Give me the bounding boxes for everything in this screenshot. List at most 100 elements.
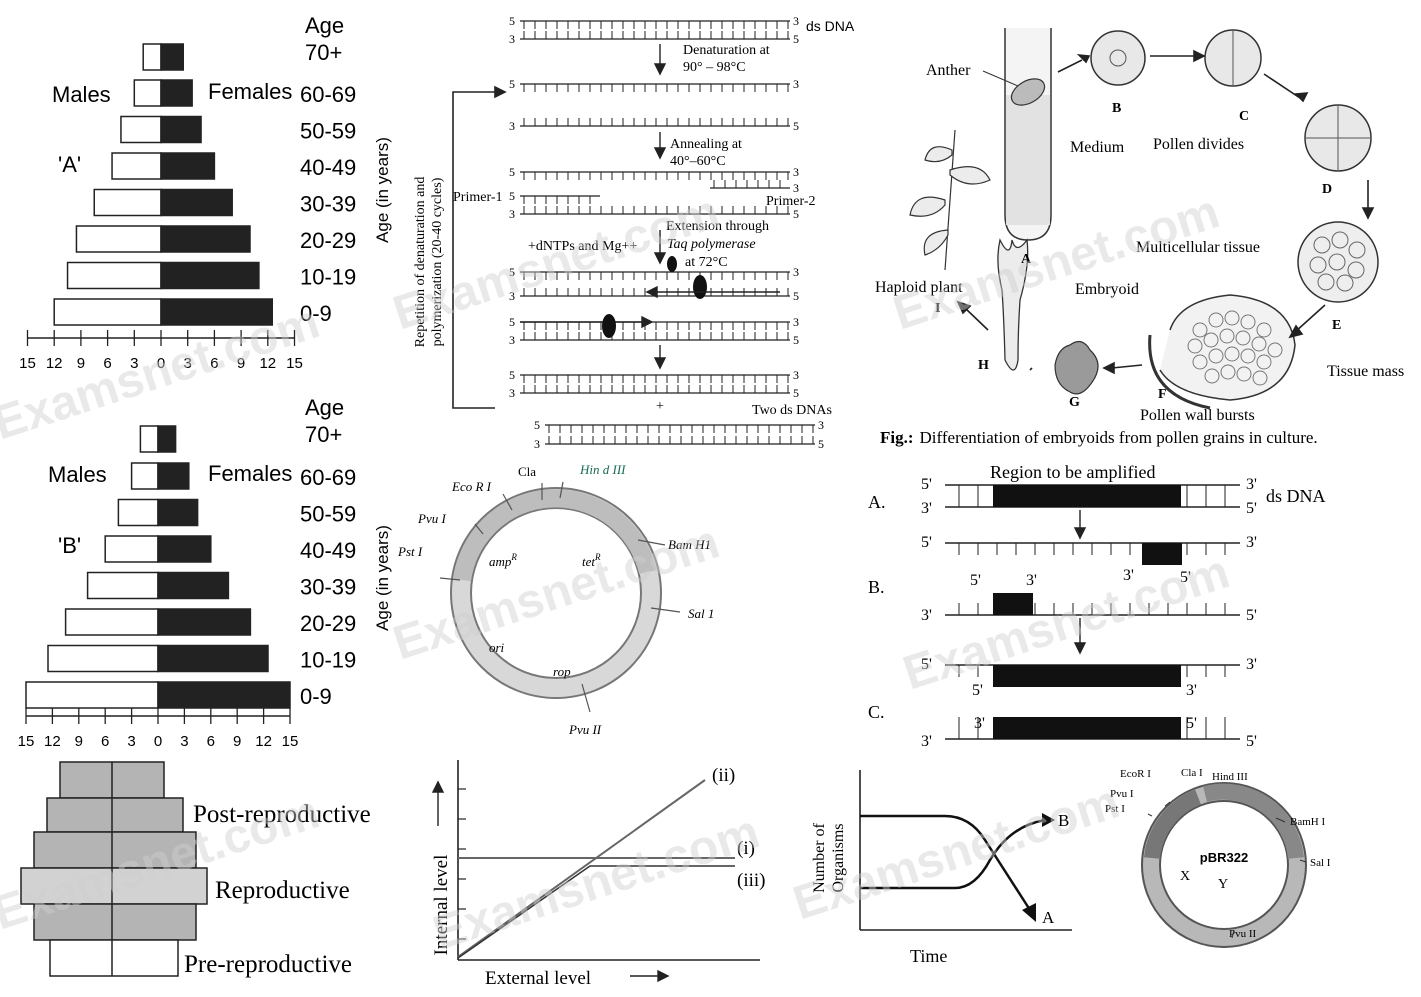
end-label: 3' bbox=[921, 607, 932, 624]
female-bar bbox=[160, 43, 184, 71]
nucleus bbox=[1109, 49, 1127, 67]
step-arrows bbox=[1073, 510, 1087, 655]
line-iii-label: (iii) bbox=[737, 870, 766, 891]
males-label: Males bbox=[48, 462, 107, 487]
embryoid-differentiation-figure: Anther Medium Pollen divides Multicellul… bbox=[875, 28, 1404, 447]
stage-bar bbox=[20, 867, 208, 905]
extension-arrows bbox=[520, 285, 780, 329]
males-label: Males bbox=[52, 82, 111, 107]
male-bar bbox=[104, 535, 159, 563]
watermark: Examsnet.com bbox=[427, 805, 766, 960]
tick-label: 9 bbox=[77, 355, 85, 372]
multicellular-tissue-label: Multicellular tissue bbox=[1136, 239, 1260, 256]
amplified-region bbox=[993, 717, 1181, 739]
female-bar bbox=[160, 225, 251, 253]
females-label: Females bbox=[208, 461, 292, 486]
age-group-label: 20-29 bbox=[300, 228, 356, 253]
primer-1-label: Primer-1 bbox=[453, 190, 503, 205]
end-label: 3 bbox=[793, 181, 799, 195]
end-label: 5' bbox=[921, 534, 932, 551]
annealing-label: Annealing at bbox=[670, 137, 742, 152]
tick-label: 3 bbox=[184, 355, 192, 372]
tick-label: 9 bbox=[237, 355, 245, 372]
end-label: 5 bbox=[793, 386, 799, 400]
primer-block bbox=[993, 593, 1033, 615]
female-bar bbox=[157, 498, 199, 527]
end-label: 5 bbox=[793, 289, 799, 303]
step-c-label: C. bbox=[868, 702, 885, 722]
pcr-process-diagram: 5 3 3 5 5 3 3 5 5 3 5 3 3 5 5 3 3 5 5 3 3 5 5 3 3 5 5 3 3 5 Repetitio… bbox=[413, 14, 855, 451]
male-bar bbox=[53, 298, 162, 326]
pollen-wall-bursts-label: Pollen wall bursts bbox=[1140, 407, 1255, 424]
culture-medium bbox=[1006, 95, 1050, 225]
tick-label: 6 bbox=[103, 355, 111, 372]
female-bar bbox=[157, 462, 190, 490]
pyramid-bars: 60-69 50-59 40-49 30-39 20-29 10-19 0-9 bbox=[53, 43, 356, 326]
pre-reproductive-label: Pre-reproductive bbox=[184, 951, 352, 978]
end-label: 3 bbox=[509, 333, 515, 347]
male-bar bbox=[130, 462, 159, 490]
x-axis-label: Time bbox=[910, 946, 947, 966]
pollen-wall bbox=[1148, 334, 1211, 410]
female-bar bbox=[160, 115, 202, 144]
end-label: 3 bbox=[793, 165, 799, 179]
y-axis-label-1: Number of bbox=[811, 822, 828, 892]
end-label: 5 bbox=[509, 77, 515, 91]
repetition-bracket bbox=[452, 85, 507, 409]
male-bar bbox=[120, 115, 162, 144]
end-label: 5 bbox=[793, 207, 799, 221]
male-bar bbox=[117, 498, 159, 527]
region-title: Region to be amplified bbox=[990, 462, 1155, 482]
female-bar bbox=[157, 644, 269, 673]
age-group-label: 40-49 bbox=[300, 538, 356, 563]
age-header: Age bbox=[305, 13, 344, 38]
source-plant bbox=[909, 129, 991, 271]
age-group-label: 50-59 bbox=[300, 502, 356, 527]
line-ii-label: (ii) bbox=[712, 765, 735, 786]
end-label: 3' bbox=[974, 715, 985, 732]
repetition-label: polymerization (20-40 cycles) bbox=[430, 177, 445, 346]
repetition-label: Repetition of denaturation and bbox=[413, 177, 428, 348]
primer-2-label: Primer-2 bbox=[766, 194, 816, 209]
axis-arrows bbox=[431, 780, 670, 983]
male-bar bbox=[47, 644, 159, 673]
end-label: 5' bbox=[970, 572, 981, 589]
age-group-label: 0-9 bbox=[300, 684, 332, 709]
end-label: 5 bbox=[509, 315, 515, 329]
end-label: 5 bbox=[818, 437, 824, 451]
tick-label: 9 bbox=[75, 733, 83, 750]
watermark: Examsnet.com bbox=[387, 515, 726, 670]
pollen-grain-b bbox=[1090, 30, 1146, 86]
end-label: 5' bbox=[921, 656, 932, 673]
figure-caption: Fig.: Differentiation of embryoids from p… bbox=[880, 428, 1318, 447]
embryoid-h bbox=[997, 238, 1029, 371]
embryoid-g bbox=[1054, 340, 1099, 395]
letter-e: E bbox=[1332, 318, 1341, 333]
ecor-i-label: EcoR I bbox=[1120, 768, 1151, 780]
polymerase-blob bbox=[667, 256, 677, 272]
step-b-label: B. bbox=[868, 577, 885, 597]
tick-label: 12 bbox=[255, 733, 272, 750]
line-iii bbox=[457, 865, 735, 959]
post-reproductive-label: Post-reproductive bbox=[193, 801, 371, 828]
pollen-divides-label: Pollen divides bbox=[1153, 136, 1244, 153]
letter-f: F bbox=[1158, 387, 1167, 402]
female-bar bbox=[160, 298, 273, 326]
polymerase-blob bbox=[602, 314, 616, 338]
site-markers bbox=[439, 481, 681, 713]
bamh-i-label: BamH I bbox=[1290, 816, 1325, 828]
ori-label: ori bbox=[489, 640, 505, 655]
target-region bbox=[993, 485, 1181, 507]
x-axis-label: External level bbox=[485, 968, 591, 989]
letter-g: G bbox=[1069, 395, 1080, 410]
end-label: 3' bbox=[921, 500, 932, 517]
age-group-label: 60-69 bbox=[300, 82, 356, 107]
end-label: 5' bbox=[1246, 733, 1257, 750]
step-a-label: A. bbox=[868, 492, 886, 512]
plus-sign: + bbox=[656, 399, 664, 414]
multicellular-tissue-e bbox=[1297, 221, 1379, 303]
cla-i-label: Cla I bbox=[1181, 767, 1203, 779]
age-header: Age bbox=[305, 395, 344, 420]
end-label: 3' bbox=[1123, 567, 1134, 584]
